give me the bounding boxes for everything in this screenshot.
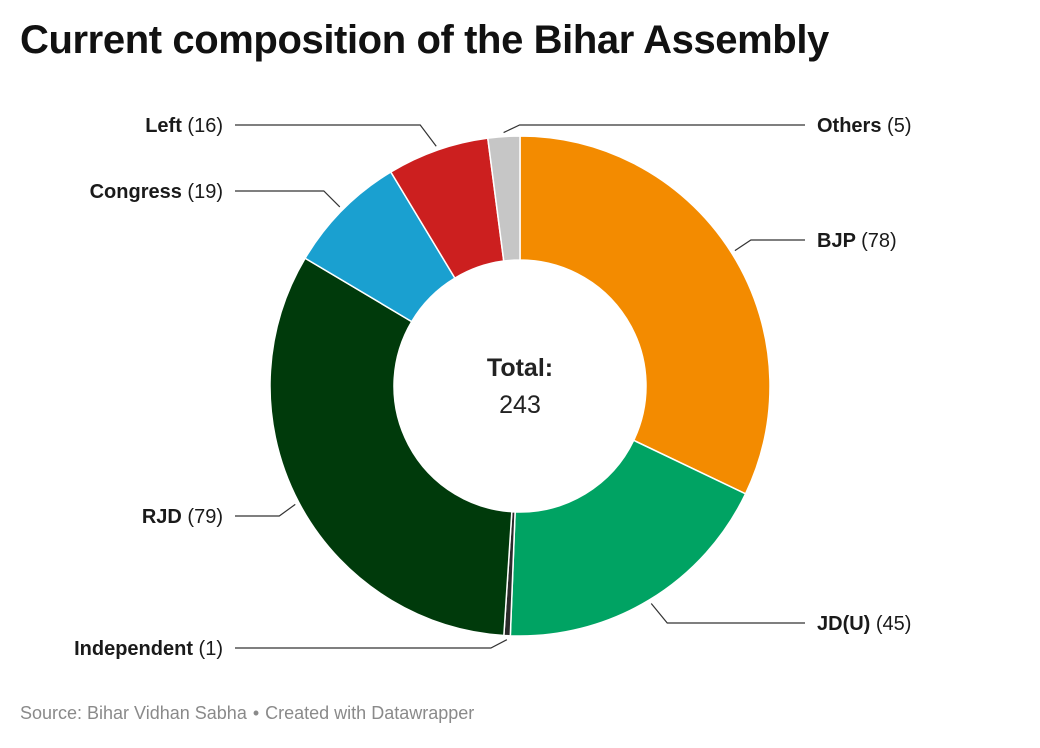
leader-line — [235, 503, 296, 517]
footer-source: Source: Bihar Vidhan Sabha — [20, 703, 247, 723]
slice-label-name: Left — [145, 115, 187, 137]
footer-credit-link[interactable]: Created with Datawrapper — [265, 703, 475, 723]
slice-label-name: RJD — [142, 506, 188, 528]
slice-label-value: (78) — [861, 230, 897, 252]
chart-title: Current composition of the Bihar Assembl… — [20, 18, 829, 62]
slice-label-name: Congress — [90, 181, 188, 203]
slice-label-value: (45) — [876, 613, 912, 635]
slice-label-value: (19) — [187, 181, 223, 203]
slice-label-value: (16) — [187, 115, 223, 137]
leader-line — [503, 124, 805, 134]
slice-label: RJD (79) — [142, 506, 223, 528]
slice-label: JD(U) (45) — [817, 613, 911, 635]
slice-label-name: Others — [817, 115, 887, 137]
slice-label: Others (5) — [817, 115, 911, 137]
slice-label-value: (1) — [199, 638, 223, 660]
slice-rjd[interactable] — [269, 257, 513, 637]
leader-line — [235, 190, 341, 208]
slice-bjp[interactable] — [519, 135, 771, 495]
slice-label-value: (79) — [187, 506, 223, 528]
slice-label-name: Independent — [74, 638, 198, 660]
slice-label: Congress (19) — [90, 181, 223, 203]
footer: Source: Bihar Vidhan Sabha • Created with … — [20, 703, 474, 724]
donut-slices — [269, 135, 771, 637]
center-total-value: 243 — [499, 391, 541, 419]
slice-jd-u[interactable] — [509, 439, 747, 637]
slice-label: Independent (1) — [74, 638, 223, 660]
slice-label: BJP (78) — [817, 230, 897, 252]
slice-label-value: (5) — [887, 115, 911, 137]
slice-label-name: JD(U) — [817, 613, 876, 635]
slice-label: Left (16) — [145, 115, 223, 137]
leader-line — [235, 124, 437, 147]
leader-line — [235, 639, 508, 649]
slice-label-name: BJP — [817, 230, 861, 252]
leader-line — [734, 239, 805, 252]
leader-line — [650, 603, 805, 624]
label-leader-lines — [235, 124, 805, 649]
footer-separator: • — [252, 703, 260, 723]
slice-others[interactable] — [486, 135, 521, 262]
center-total-heading: Total: — [487, 354, 553, 382]
slice-labels: BJP (78) JD(U) (45) Independent (1) RJD (79… — [74, 115, 911, 660]
